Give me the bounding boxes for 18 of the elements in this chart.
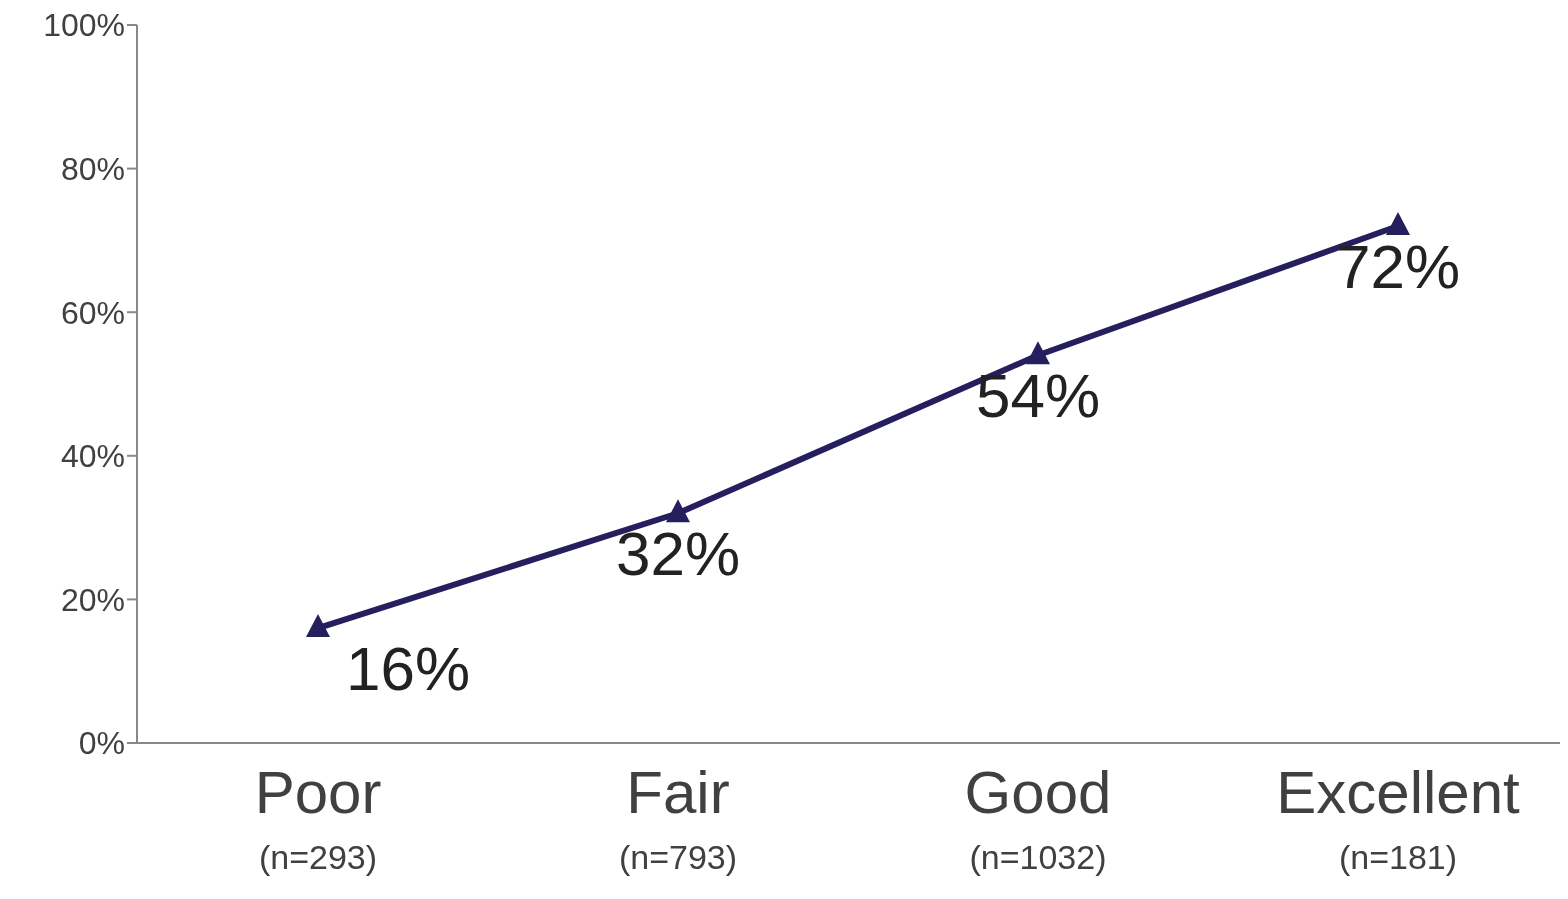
point: [666, 499, 690, 523]
point: [1386, 212, 1410, 236]
data-label: 72%: [1335, 232, 1461, 302]
x-tick-label: Good (n=1032): [964, 759, 1112, 876]
x-tick-label: Fair (n=793): [618, 759, 738, 876]
x-tick-label: Poor (n=293): [254, 759, 382, 876]
y-tick-label: 80%: [60, 150, 125, 187]
data-label: 16%: [345, 634, 471, 704]
y-tick-label: 0%: [78, 725, 125, 762]
point: [1026, 341, 1050, 365]
data-label: 32%: [615, 519, 741, 589]
point: [306, 614, 330, 638]
y-tick-label: 60%: [60, 294, 125, 331]
y-tick-label: 20%: [60, 581, 125, 618]
x-tick-label: Excellent (n=181): [1276, 759, 1521, 876]
y-tick-label: 40%: [60, 438, 125, 475]
y-tick-label: 100%: [43, 7, 125, 44]
data-label: 54%: [975, 361, 1101, 431]
